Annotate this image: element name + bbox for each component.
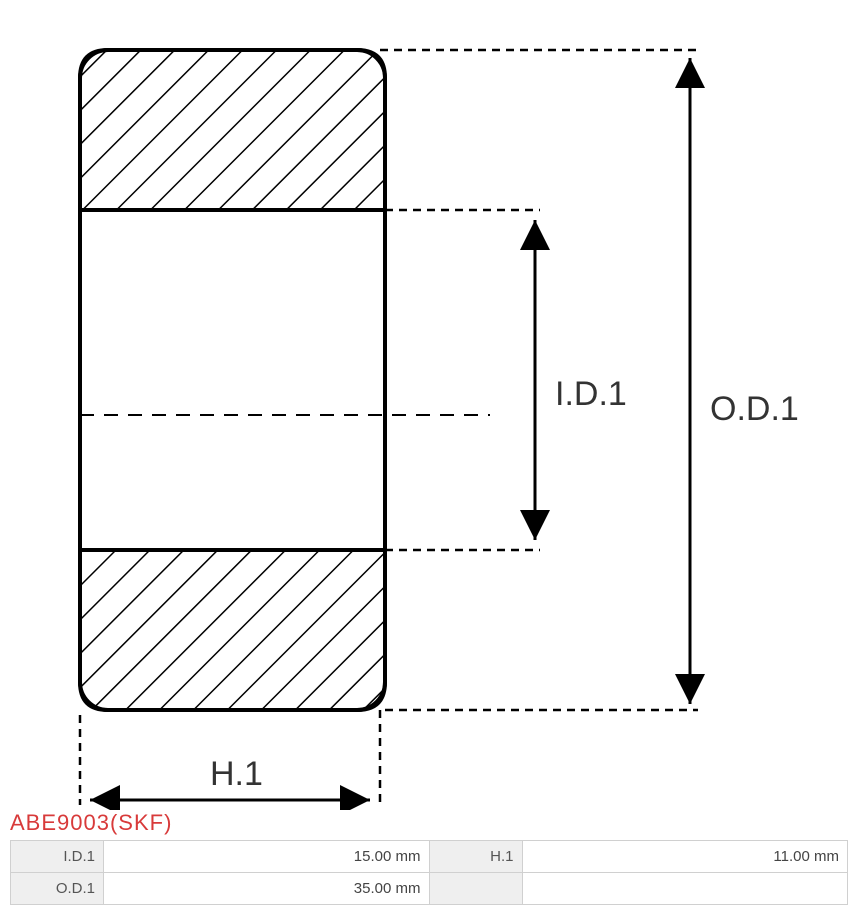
spec-value [522,873,848,905]
label-od1: O.D.1 [710,390,799,428]
spec-label: O.D.1 [11,873,104,905]
label-id1: I.D.1 [555,375,627,413]
hatched-upper [80,50,385,210]
spec-value: 35.00 mm [104,873,430,905]
spec-label: H.1 [429,841,522,873]
part-number-title: ABE9003(SKF) [10,810,172,836]
label-h1: H.1 [210,755,263,793]
spec-label: I.D.1 [11,841,104,873]
bearing-cross-section-diagram: I.D.1 O.D.1 H.1 [10,10,810,810]
spec-row: I.D.1 15.00 mm H.1 11.00 mm [11,841,848,873]
spec-table: I.D.1 15.00 mm H.1 11.00 mm O.D.1 35.00 … [10,840,848,905]
hatched-lower [80,550,385,710]
spec-value: 11.00 mm [522,841,848,873]
diagram-svg: I.D.1 O.D.1 H.1 [10,10,810,810]
spec-value: 15.00 mm [104,841,430,873]
spec-row: O.D.1 35.00 mm [11,873,848,905]
spec-label [429,873,522,905]
